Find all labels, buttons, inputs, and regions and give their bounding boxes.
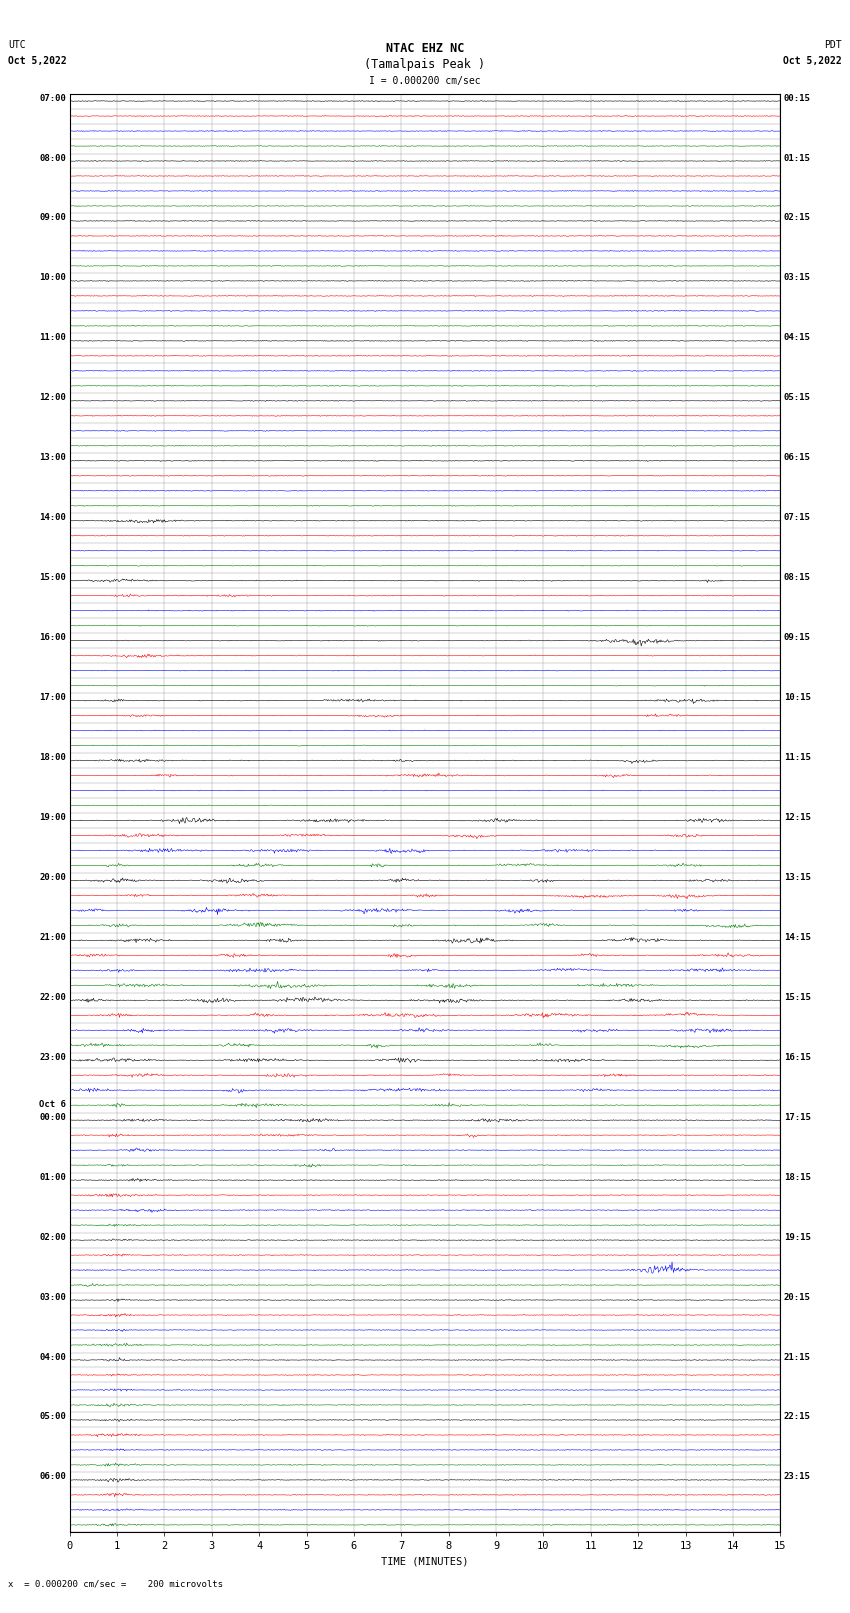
Text: 05:15: 05:15 xyxy=(784,394,811,402)
Text: 01:00: 01:00 xyxy=(39,1173,66,1182)
Text: Oct 6: Oct 6 xyxy=(39,1100,66,1110)
Text: 02:15: 02:15 xyxy=(784,213,811,223)
Text: 07:15: 07:15 xyxy=(784,513,811,523)
Text: 21:15: 21:15 xyxy=(784,1352,811,1361)
Text: 00:15: 00:15 xyxy=(784,94,811,103)
Text: 13:15: 13:15 xyxy=(784,873,811,882)
Text: 16:00: 16:00 xyxy=(39,632,66,642)
Text: 17:15: 17:15 xyxy=(784,1113,811,1121)
Text: 06:15: 06:15 xyxy=(784,453,811,463)
Text: 20:15: 20:15 xyxy=(784,1292,811,1302)
Text: 00:00: 00:00 xyxy=(39,1113,66,1121)
Text: (Tamalpais Peak ): (Tamalpais Peak ) xyxy=(365,58,485,71)
Text: 08:15: 08:15 xyxy=(784,573,811,582)
Text: 23:15: 23:15 xyxy=(784,1473,811,1481)
Text: 19:00: 19:00 xyxy=(39,813,66,823)
Text: NTAC EHZ NC: NTAC EHZ NC xyxy=(386,42,464,55)
X-axis label: TIME (MINUTES): TIME (MINUTES) xyxy=(382,1557,468,1566)
Text: 12:15: 12:15 xyxy=(784,813,811,823)
Text: 04:00: 04:00 xyxy=(39,1352,66,1361)
Text: 03:15: 03:15 xyxy=(784,274,811,282)
Text: 02:00: 02:00 xyxy=(39,1232,66,1242)
Text: 17:00: 17:00 xyxy=(39,694,66,702)
Text: 10:15: 10:15 xyxy=(784,694,811,702)
Text: 07:00: 07:00 xyxy=(39,94,66,103)
Text: PDT: PDT xyxy=(824,40,842,50)
Text: 12:00: 12:00 xyxy=(39,394,66,402)
Text: 04:15: 04:15 xyxy=(784,334,811,342)
Text: 18:00: 18:00 xyxy=(39,753,66,761)
Text: 08:00: 08:00 xyxy=(39,153,66,163)
Text: 20:00: 20:00 xyxy=(39,873,66,882)
Text: 21:00: 21:00 xyxy=(39,932,66,942)
Text: 22:00: 22:00 xyxy=(39,992,66,1002)
Text: 14:15: 14:15 xyxy=(784,932,811,942)
Text: 03:00: 03:00 xyxy=(39,1292,66,1302)
Text: 13:00: 13:00 xyxy=(39,453,66,463)
Text: 05:00: 05:00 xyxy=(39,1413,66,1421)
Text: Oct 5,2022: Oct 5,2022 xyxy=(783,56,842,66)
Text: Oct 5,2022: Oct 5,2022 xyxy=(8,56,67,66)
Text: 11:00: 11:00 xyxy=(39,334,66,342)
Text: I = 0.000200 cm/sec: I = 0.000200 cm/sec xyxy=(369,76,481,85)
Text: 23:00: 23:00 xyxy=(39,1053,66,1061)
Text: 11:15: 11:15 xyxy=(784,753,811,761)
Text: 09:15: 09:15 xyxy=(784,632,811,642)
Text: 06:00: 06:00 xyxy=(39,1473,66,1481)
Text: 16:15: 16:15 xyxy=(784,1053,811,1061)
Text: 15:15: 15:15 xyxy=(784,992,811,1002)
Text: 18:15: 18:15 xyxy=(784,1173,811,1182)
Text: 19:15: 19:15 xyxy=(784,1232,811,1242)
Text: x  = 0.000200 cm/sec =    200 microvolts: x = 0.000200 cm/sec = 200 microvolts xyxy=(8,1579,224,1589)
Text: 01:15: 01:15 xyxy=(784,153,811,163)
Text: 10:00: 10:00 xyxy=(39,274,66,282)
Text: 14:00: 14:00 xyxy=(39,513,66,523)
Text: 15:00: 15:00 xyxy=(39,573,66,582)
Text: 09:00: 09:00 xyxy=(39,213,66,223)
Text: 22:15: 22:15 xyxy=(784,1413,811,1421)
Text: UTC: UTC xyxy=(8,40,26,50)
